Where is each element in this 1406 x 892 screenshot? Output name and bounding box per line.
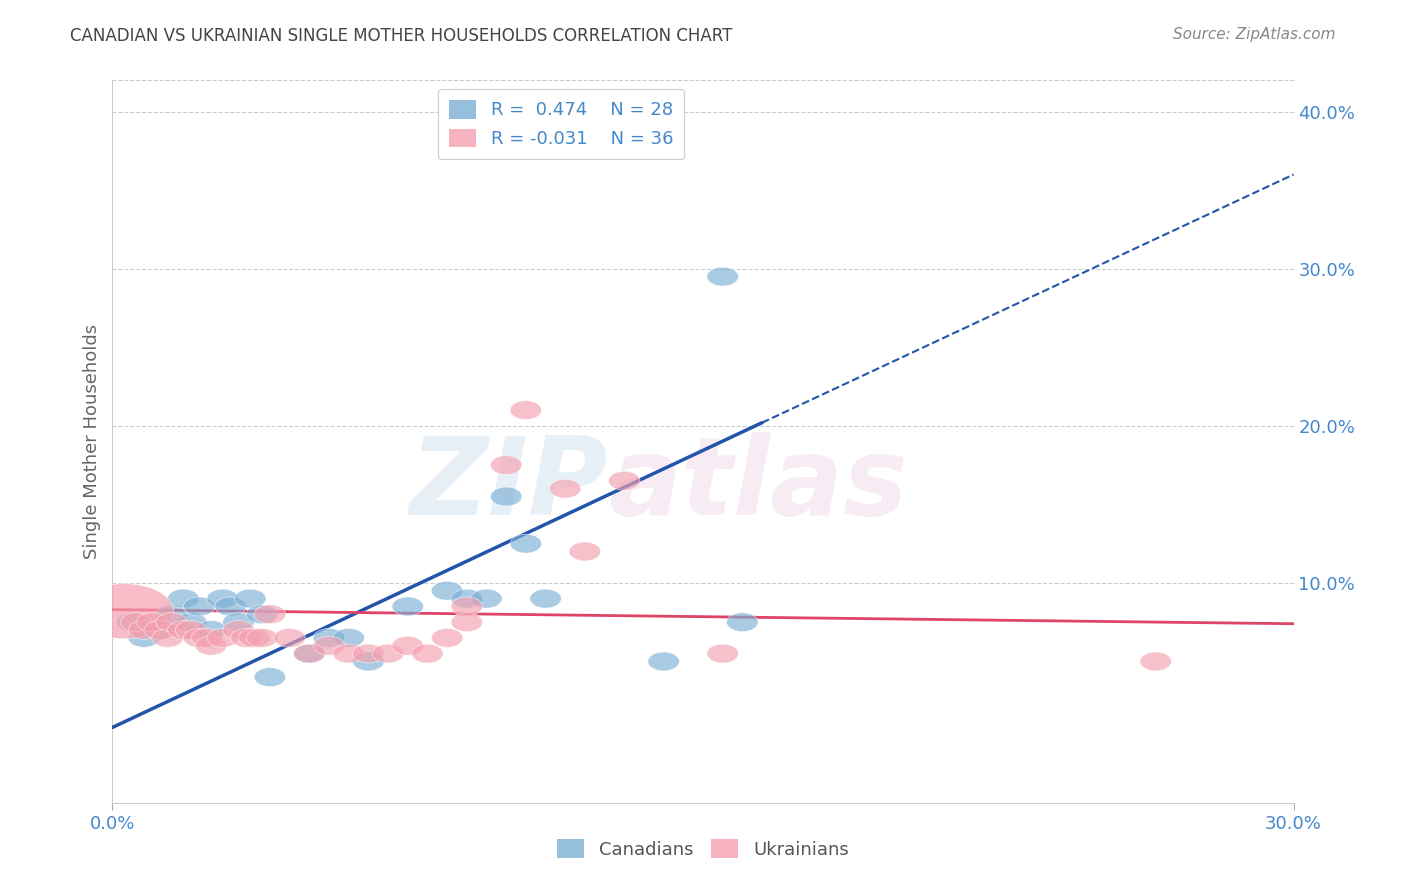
Ellipse shape bbox=[510, 534, 541, 553]
Ellipse shape bbox=[314, 636, 344, 655]
Y-axis label: Single Mother Households: Single Mother Households bbox=[83, 324, 101, 559]
Ellipse shape bbox=[156, 605, 187, 624]
Ellipse shape bbox=[183, 597, 215, 615]
Ellipse shape bbox=[75, 583, 173, 639]
Ellipse shape bbox=[707, 644, 738, 663]
Ellipse shape bbox=[274, 629, 305, 648]
Ellipse shape bbox=[569, 542, 600, 561]
Ellipse shape bbox=[353, 652, 384, 671]
Ellipse shape bbox=[246, 605, 278, 624]
Ellipse shape bbox=[231, 629, 262, 648]
Ellipse shape bbox=[207, 590, 239, 608]
Text: CANADIAN VS UKRAINIAN SINGLE MOTHER HOUSEHOLDS CORRELATION CHART: CANADIAN VS UKRAINIAN SINGLE MOTHER HOUS… bbox=[70, 27, 733, 45]
Ellipse shape bbox=[254, 605, 285, 624]
Ellipse shape bbox=[392, 597, 423, 615]
Ellipse shape bbox=[128, 621, 160, 640]
Ellipse shape bbox=[412, 644, 443, 663]
Ellipse shape bbox=[451, 597, 482, 615]
Ellipse shape bbox=[195, 621, 226, 640]
Text: atlas: atlas bbox=[609, 432, 908, 538]
Ellipse shape bbox=[727, 613, 758, 632]
Ellipse shape bbox=[294, 644, 325, 663]
Ellipse shape bbox=[167, 590, 200, 608]
Ellipse shape bbox=[373, 644, 404, 663]
Ellipse shape bbox=[530, 590, 561, 608]
Ellipse shape bbox=[648, 652, 679, 671]
Ellipse shape bbox=[143, 621, 176, 640]
Text: Source: ZipAtlas.com: Source: ZipAtlas.com bbox=[1173, 27, 1336, 42]
Ellipse shape bbox=[491, 456, 522, 475]
Ellipse shape bbox=[609, 471, 640, 491]
Ellipse shape bbox=[222, 613, 254, 632]
Ellipse shape bbox=[451, 613, 482, 632]
Ellipse shape bbox=[451, 590, 482, 608]
Ellipse shape bbox=[195, 636, 226, 655]
Ellipse shape bbox=[1140, 652, 1171, 671]
Ellipse shape bbox=[152, 629, 183, 648]
Ellipse shape bbox=[246, 629, 278, 648]
Ellipse shape bbox=[128, 629, 160, 648]
Ellipse shape bbox=[117, 613, 148, 632]
Ellipse shape bbox=[239, 629, 270, 648]
Ellipse shape bbox=[392, 636, 423, 655]
Ellipse shape bbox=[510, 401, 541, 419]
Ellipse shape bbox=[314, 629, 344, 648]
Legend: Canadians, Ukrainians: Canadians, Ukrainians bbox=[550, 832, 856, 866]
Ellipse shape bbox=[222, 621, 254, 640]
Ellipse shape bbox=[136, 613, 167, 632]
Ellipse shape bbox=[143, 621, 176, 640]
Ellipse shape bbox=[183, 629, 215, 648]
Ellipse shape bbox=[176, 621, 207, 640]
Ellipse shape bbox=[550, 479, 581, 498]
Ellipse shape bbox=[191, 629, 222, 648]
Ellipse shape bbox=[333, 629, 364, 648]
Ellipse shape bbox=[707, 268, 738, 286]
Ellipse shape bbox=[176, 613, 207, 632]
Ellipse shape bbox=[215, 597, 246, 615]
Ellipse shape bbox=[254, 668, 285, 687]
Ellipse shape bbox=[432, 629, 463, 648]
Ellipse shape bbox=[471, 590, 502, 608]
Ellipse shape bbox=[432, 582, 463, 600]
Text: ZIP: ZIP bbox=[411, 432, 609, 538]
Ellipse shape bbox=[167, 621, 200, 640]
Ellipse shape bbox=[491, 487, 522, 506]
Ellipse shape bbox=[121, 613, 152, 632]
Ellipse shape bbox=[294, 644, 325, 663]
Ellipse shape bbox=[353, 644, 384, 663]
Ellipse shape bbox=[333, 644, 364, 663]
Ellipse shape bbox=[156, 613, 187, 632]
Ellipse shape bbox=[207, 629, 239, 648]
Ellipse shape bbox=[235, 590, 266, 608]
